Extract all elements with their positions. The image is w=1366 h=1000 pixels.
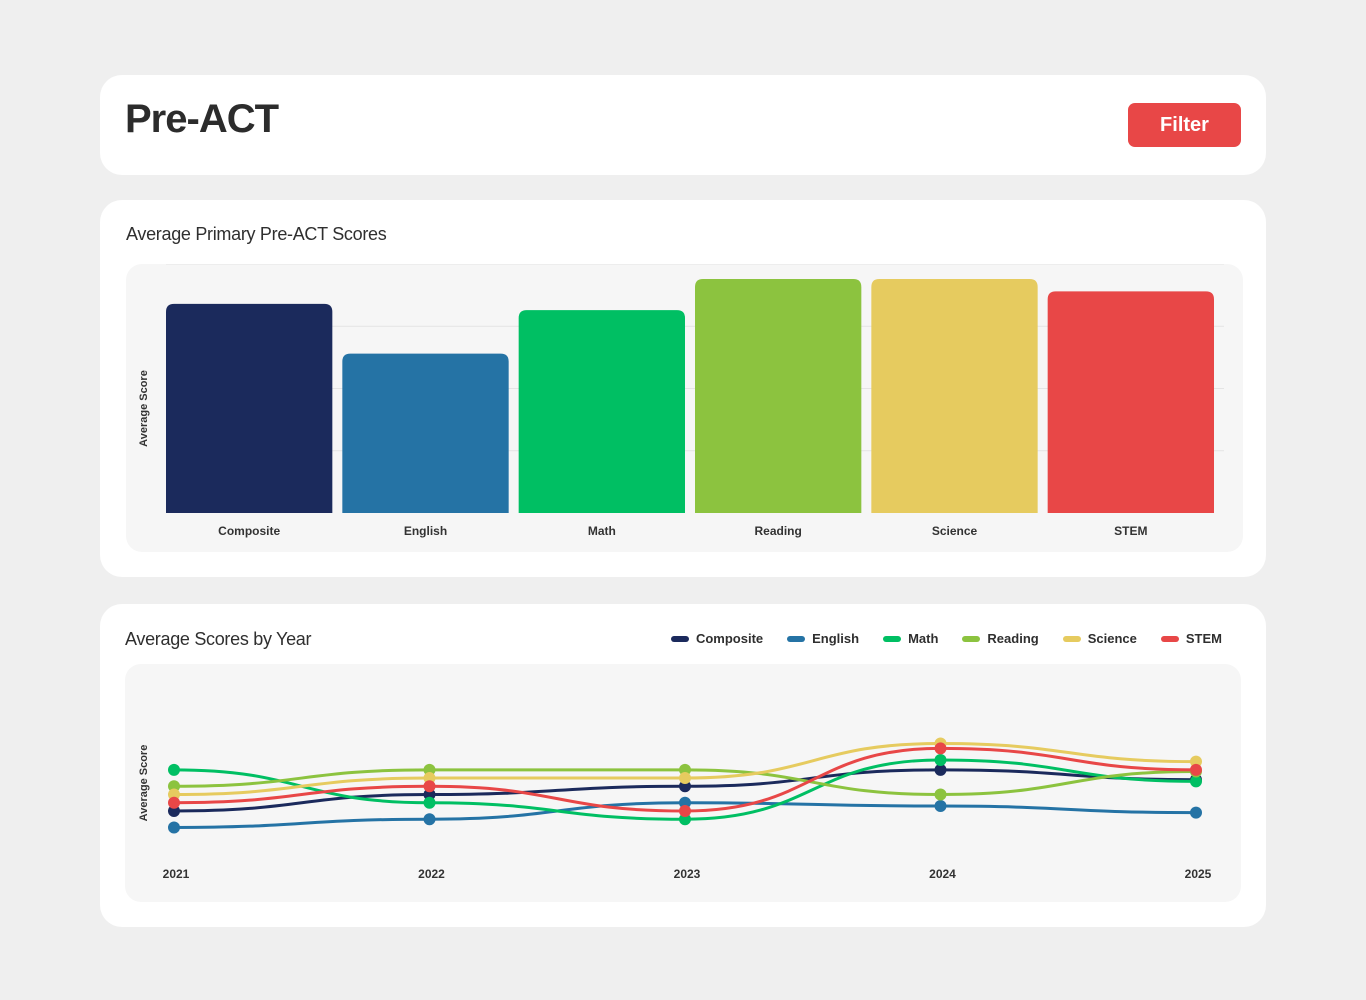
bar-x-label: Science (932, 524, 978, 538)
line-point-stem[interactable] (934, 742, 947, 755)
line-point-stem[interactable] (168, 796, 180, 809)
legend-swatch (670, 635, 689, 642)
line-point-reading[interactable] (168, 780, 180, 793)
line-x-label: 2023 (674, 867, 701, 881)
line-x-label: 2024 (929, 867, 956, 881)
line-point-english[interactable] (423, 813, 436, 826)
legend-item-stem[interactable]: STEM (1160, 631, 1222, 646)
legend-label: STEM (1185, 631, 1222, 646)
page-title: Pre-ACT (125, 97, 279, 141)
bar-chart-card: Average Primary Pre-ACT Scores Composite… (100, 200, 1266, 577)
header-card: Pre-ACT Filter (100, 75, 1266, 175)
legend-item-reading[interactable]: Reading (962, 631, 1039, 646)
line-chart: 2021 2022 2023 2024 2025 Average Score (138, 737, 1212, 881)
line-chart-title: Average Scores by Year (125, 629, 312, 649)
bar-stem[interactable] (1047, 291, 1214, 513)
line-x-label: 2022 (418, 867, 445, 881)
line-point-composite[interactable] (423, 788, 436, 801)
legend-item-science[interactable]: Science (1062, 631, 1137, 646)
bar-y-axis-label: Average Score (138, 370, 150, 447)
bar-composite[interactable] (166, 303, 333, 513)
line-x-label: 2025 (1185, 867, 1212, 881)
line-point-composite[interactable] (168, 804, 180, 817)
bar-x-label: Reading (754, 524, 801, 538)
line-point-english[interactable] (1190, 806, 1202, 819)
line-point-stem[interactable] (1190, 763, 1202, 776)
line-point-math[interactable] (679, 813, 691, 826)
bar-english[interactable] (342, 353, 509, 513)
legend-item-english[interactable]: English (787, 631, 859, 646)
legend-swatch (1160, 635, 1179, 642)
line-point-composite[interactable] (934, 763, 947, 776)
line-y-axis-label: Average Score (138, 745, 150, 822)
legend-swatch (787, 635, 806, 642)
bar-chart-plot-area: Composite English Math Reading Science STEM Av… (126, 264, 1243, 552)
bar-x-label: Math (588, 524, 616, 538)
line-point-math[interactable] (168, 763, 180, 776)
line-point-english[interactable] (934, 800, 947, 813)
line-chart-card: Average Scores by Year Composite English M… (100, 604, 1266, 927)
legend-label: English (812, 631, 860, 646)
line-point-science[interactable] (168, 788, 180, 801)
line-chart-plot-area: 2021 2022 2023 2024 2025 Average Score (125, 664, 1241, 902)
legend-label: Science (1087, 631, 1137, 646)
filter-button[interactable]: Filter (1128, 103, 1241, 147)
legend-swatch (962, 635, 981, 642)
legend-swatch (1062, 635, 1081, 642)
bar-science[interactable] (871, 278, 1038, 513)
line-point-math[interactable] (934, 753, 947, 766)
bar-x-label: Composite (218, 524, 280, 538)
line-point-science[interactable] (1190, 755, 1202, 768)
line-point-stem[interactable] (679, 804, 691, 817)
bar-reading[interactable] (695, 278, 862, 513)
line-chart-legend: Composite English Math Reading Science STEM (670, 631, 1222, 646)
line-point-science[interactable] (679, 772, 691, 785)
line-point-english[interactable] (679, 796, 691, 809)
legend-label: Composite (695, 631, 764, 646)
legend-item-composite[interactable]: Composite (670, 631, 764, 646)
line-point-english[interactable] (168, 821, 180, 834)
legend-label: Math (908, 631, 939, 646)
legend-item-math[interactable]: Math (883, 631, 938, 646)
line-point-reading[interactable] (423, 763, 436, 776)
line-x-label: 2021 (163, 867, 190, 881)
line-point-science[interactable] (423, 772, 436, 785)
bar-chart: Composite English Math Reading Science STEM Av… (138, 264, 1224, 538)
bar-x-label: STEM (1114, 524, 1147, 538)
bar-chart-title: Average Primary Pre-ACT Scores (126, 224, 387, 244)
legend-label: Reading (987, 631, 1039, 646)
line-point-math[interactable] (423, 796, 436, 809)
line-point-stem[interactable] (423, 780, 436, 793)
legend-swatch (883, 635, 902, 642)
line-point-reading[interactable] (679, 763, 691, 776)
bar-math[interactable] (518, 310, 685, 513)
line-point-composite[interactable] (679, 780, 691, 793)
line-point-math[interactable] (1190, 775, 1202, 788)
line-point-reading[interactable] (934, 788, 947, 801)
bar-x-label: English (404, 524, 447, 538)
